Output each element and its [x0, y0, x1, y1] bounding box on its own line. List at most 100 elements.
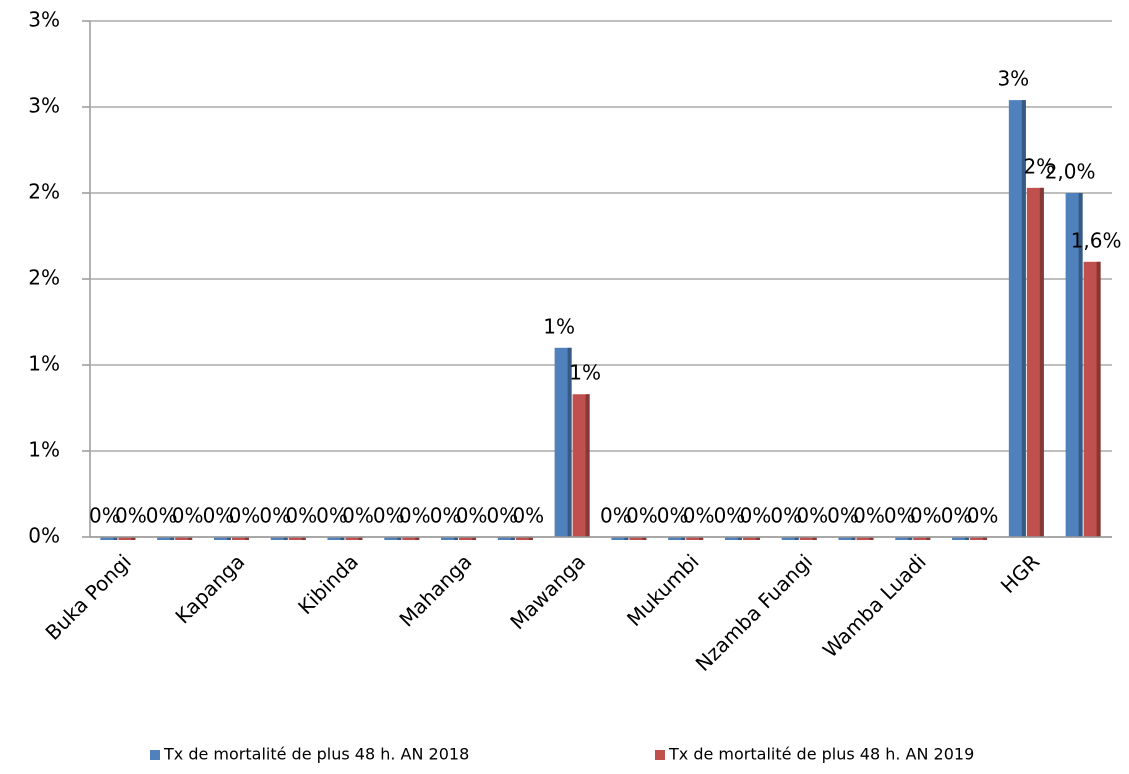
bar: [856, 537, 874, 540]
bar: [270, 537, 288, 540]
y-tick-label: 1%: [28, 438, 60, 462]
bar-side: [965, 537, 970, 540]
data-label: 0%: [740, 504, 772, 528]
bar: [668, 537, 686, 540]
data-label: 0%: [967, 504, 999, 528]
data-label: 0%: [285, 504, 317, 528]
bar: [175, 537, 193, 540]
bar-side: [358, 537, 363, 540]
bar: [288, 537, 306, 540]
bar-side: [131, 537, 136, 540]
bar: [118, 537, 136, 540]
data-label: 1%: [569, 361, 601, 385]
bar: [515, 537, 533, 540]
bar: [1026, 187, 1044, 537]
x-tick-label: Mukumbi: [622, 549, 704, 631]
x-tick-label: Kibinda: [293, 549, 363, 619]
bar-side: [528, 537, 533, 540]
data-label: 0%: [172, 504, 204, 528]
y-tick-label: 2%: [28, 180, 60, 204]
x-tick-label: Mawanga: [505, 549, 590, 634]
data-label: 0%: [683, 504, 715, 528]
data-label: 0%: [910, 504, 942, 528]
y-tick-label: 1%: [28, 352, 60, 376]
data-label: 0%: [512, 504, 544, 528]
x-tick-label: Nzamba Fuangi: [691, 549, 817, 675]
bar: [895, 537, 913, 540]
bar-side: [454, 537, 459, 540]
bar: [572, 394, 590, 537]
bar: [781, 537, 799, 540]
bar-side: [170, 537, 175, 540]
bar-side: [301, 537, 306, 540]
bar: [629, 537, 647, 540]
bar-side: [812, 537, 817, 540]
y-tick-label: 2%: [28, 266, 60, 290]
bar-side: [472, 537, 477, 540]
bar-side: [737, 537, 742, 540]
data-label: 2%: [1023, 154, 1055, 178]
data-label: 0%: [373, 504, 405, 528]
bar-side: [226, 537, 231, 540]
y-tick-label: 3%: [28, 94, 60, 118]
bar: [952, 537, 970, 540]
data-label: 0%: [600, 504, 632, 528]
bar-side: [624, 537, 629, 540]
y-tick-label: 0%: [28, 524, 60, 548]
bar-side: [755, 537, 760, 540]
bar-side: [188, 537, 193, 540]
x-tick-label: Kapanga: [170, 549, 249, 628]
legend-swatch: [655, 750, 665, 760]
bar: [384, 537, 402, 540]
bar-side: [567, 347, 572, 537]
data-label: 1%: [543, 314, 575, 338]
data-label: 0%: [884, 504, 916, 528]
bar: [1083, 261, 1101, 537]
data-label: 2,0%: [1045, 160, 1096, 184]
bar-side: [869, 537, 874, 540]
bar: [611, 537, 629, 540]
data-label: 0%: [853, 504, 885, 528]
bar-side: [510, 537, 515, 540]
data-label: 0%: [941, 504, 973, 528]
bar: [157, 537, 175, 540]
bar-side: [244, 537, 249, 540]
bar: [554, 347, 572, 537]
bar: [724, 537, 742, 540]
data-label: 0%: [430, 504, 462, 528]
bar: [231, 537, 249, 540]
data-label: 0%: [342, 504, 374, 528]
data-label: 0%: [259, 504, 291, 528]
x-tick-label: Wamba Luadi: [818, 549, 931, 662]
bar-side: [908, 537, 913, 540]
data-label: 0%: [486, 504, 518, 528]
data-label: 0%: [229, 504, 261, 528]
bar: [497, 537, 515, 540]
data-label: 0%: [316, 504, 348, 528]
x-tick-label: Mahanga: [394, 549, 476, 631]
bar: [838, 537, 856, 540]
data-label: 0%: [626, 504, 658, 528]
data-label: 1,6%: [1071, 228, 1122, 252]
bar: [345, 537, 363, 540]
bar: [213, 537, 231, 540]
data-label: 0%: [714, 504, 746, 528]
bar-side: [283, 537, 288, 540]
bar-side: [794, 537, 799, 540]
data-label: 0%: [203, 504, 235, 528]
legend-label: Tx de mortalité de plus 48 h. AN 2019: [668, 745, 974, 764]
legend-label: Tx de mortalité de plus 48 h. AN 2018: [163, 745, 469, 764]
bar: [402, 537, 420, 540]
bar: [970, 537, 988, 540]
bar-side: [699, 537, 704, 540]
bar-side: [926, 537, 931, 540]
bar-side: [585, 394, 590, 537]
bar-side: [1039, 187, 1044, 537]
data-label: 0%: [827, 504, 859, 528]
x-tick-label: HGR: [996, 549, 1044, 597]
bar: [686, 537, 704, 540]
bar-side: [415, 537, 420, 540]
bar: [100, 537, 118, 540]
y-tick-label: 3%: [28, 8, 60, 32]
